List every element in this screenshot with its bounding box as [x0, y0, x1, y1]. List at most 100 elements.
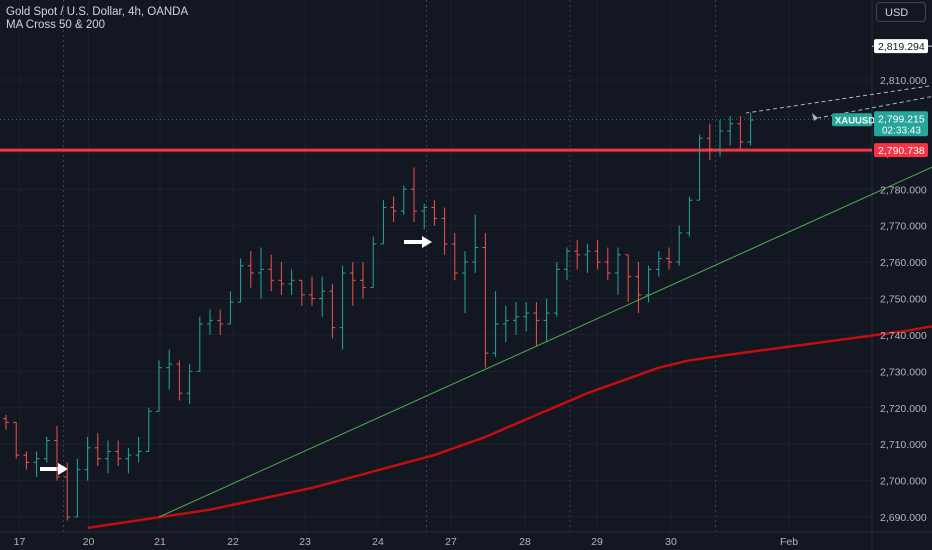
countdown-label: 02:33:43: [882, 125, 921, 136]
ohlc-bar: [584, 243, 591, 274]
ohlc-bar: [462, 251, 468, 314]
ohlc-bar: [237, 258, 244, 303]
ohlc-bar: [84, 436, 91, 481]
y-tick-label: 2,780.000: [880, 184, 927, 196]
ohlc-bar: [717, 120, 723, 157]
projection-arrowhead: [812, 113, 818, 121]
ohlc-bar: [411, 167, 417, 223]
ohlc-bar: [513, 302, 519, 335]
ohlc-bar: [666, 247, 672, 270]
y-tick-label: 2,750.000: [880, 294, 927, 306]
ohlc-bar: [706, 123, 713, 161]
ohlc-bar: [94, 433, 101, 467]
ohlc-bar: [747, 112, 754, 146]
ohlc-bar: [43, 436, 50, 463]
ohlc-bar: [115, 440, 122, 467]
ohlc-bar: [472, 214, 479, 274]
ohlc-bar: [574, 240, 581, 270]
ohlc-bar: [390, 196, 397, 223]
ohlc-bar: [431, 200, 438, 226]
x-tick-label: 17: [14, 536, 26, 548]
ohlc-bar: [247, 251, 254, 288]
x-tick-label: 30: [665, 536, 677, 548]
last-price-label: 2,799.215: [878, 113, 925, 125]
y-tick-label: 2,700.000: [880, 476, 927, 488]
ohlc-bar: [451, 232, 458, 281]
y-tick-label: 2,770.000: [880, 221, 927, 233]
x-tick-label: 29: [591, 536, 603, 548]
x-tick-label: 21: [154, 536, 166, 548]
x-tick-label: 28: [519, 536, 531, 548]
ohlc-bar: [482, 232, 489, 368]
ohlc-bar: [727, 116, 734, 146]
ohlc-bar: [64, 462, 71, 521]
ohlc-bar: [196, 316, 203, 372]
ohlc-bar: [105, 440, 111, 474]
y-tick-label: 2,810.000: [880, 75, 927, 87]
arrow-right-icon: [404, 236, 432, 248]
ohlc-bar: [74, 458, 81, 518]
indicator-label[interactable]: MA Cross 50 & 200: [6, 19, 106, 31]
ohlc-bar: [176, 360, 183, 401]
ohlc-bar: [319, 276, 326, 317]
ohlc-bar: [339, 265, 346, 350]
ohlc-bar: [380, 200, 387, 245]
chart-legend: Gold Spot / U.S. Dollar, 4h, OANDA MA Cr…: [6, 6, 188, 32]
ohlc-bar: [207, 309, 213, 335]
ohlc-bar: [543, 298, 550, 343]
ohlc-bar: [329, 283, 336, 339]
ohlc-bar: [635, 262, 642, 314]
trendline: [158, 166, 932, 518]
projection-line: [745, 85, 932, 114]
ohlc-bar: [278, 262, 285, 295]
currency-button[interactable]: USD: [876, 2, 926, 22]
ohlc-bar: [553, 262, 560, 317]
arrow-right-icon: [40, 463, 68, 475]
ohlc-bar: [492, 291, 499, 357]
ohlc-bar: [217, 309, 224, 335]
ohlc-bar: [135, 436, 142, 463]
y-tick-label: 2,690.000: [880, 512, 927, 524]
symbol-title: Gold Spot / U.S. Dollar, 4h, OANDA: [6, 6, 189, 18]
ohlc-bar: [737, 116, 744, 150]
ohlc-bar: [604, 247, 611, 281]
target-price-box: [874, 39, 928, 54]
last-price-box: [874, 111, 928, 137]
ohlc-bar: [696, 134, 703, 201]
ohlc-bar: [33, 451, 40, 477]
y-tick-label: 2,760.000: [880, 257, 927, 269]
ohlc-bar: [370, 236, 377, 289]
ohlc-bar: [676, 225, 683, 266]
x-tick-label: 27: [445, 536, 457, 548]
ohlc-bar: [441, 207, 448, 255]
ohlc-bar: [523, 302, 530, 332]
ohlc-bar: [13, 421, 20, 459]
target-price-label: 2,819.294: [878, 41, 925, 53]
y-tick-label: 2,740.000: [880, 330, 927, 342]
x-tick-label: 23: [299, 536, 311, 548]
ohlc-bar: [594, 240, 601, 270]
x-tick-label: Feb: [780, 536, 798, 548]
ohlc-bar: [309, 276, 315, 306]
ohlc-bar: [166, 349, 173, 390]
ohlc-bar: [502, 305, 509, 343]
ohlc-bar: [268, 254, 275, 292]
x-tick-label: 24: [372, 536, 384, 548]
y-tick-label: 2,730.000: [880, 366, 927, 378]
y-tick-label: 2,710.000: [880, 439, 927, 451]
projection-line: [817, 96, 932, 119]
ohlc-bar: [54, 425, 60, 481]
ohlc-bar: [400, 185, 407, 215]
ohlc-bar: [421, 203, 428, 230]
resistance-price-label: 2,790.738: [878, 145, 925, 157]
x-tick-label: 22: [227, 536, 239, 548]
y-tick-label: 2,720.000: [880, 403, 927, 415]
ohlc-bar: [645, 265, 652, 303]
symbol-box: [832, 113, 872, 127]
ohlc-bar: [533, 302, 540, 346]
ohlc-bar: [3, 415, 9, 430]
ohlc-bar: [186, 364, 193, 405]
ohlc-bar: [360, 262, 366, 299]
ohlc-bar: [23, 451, 30, 470]
